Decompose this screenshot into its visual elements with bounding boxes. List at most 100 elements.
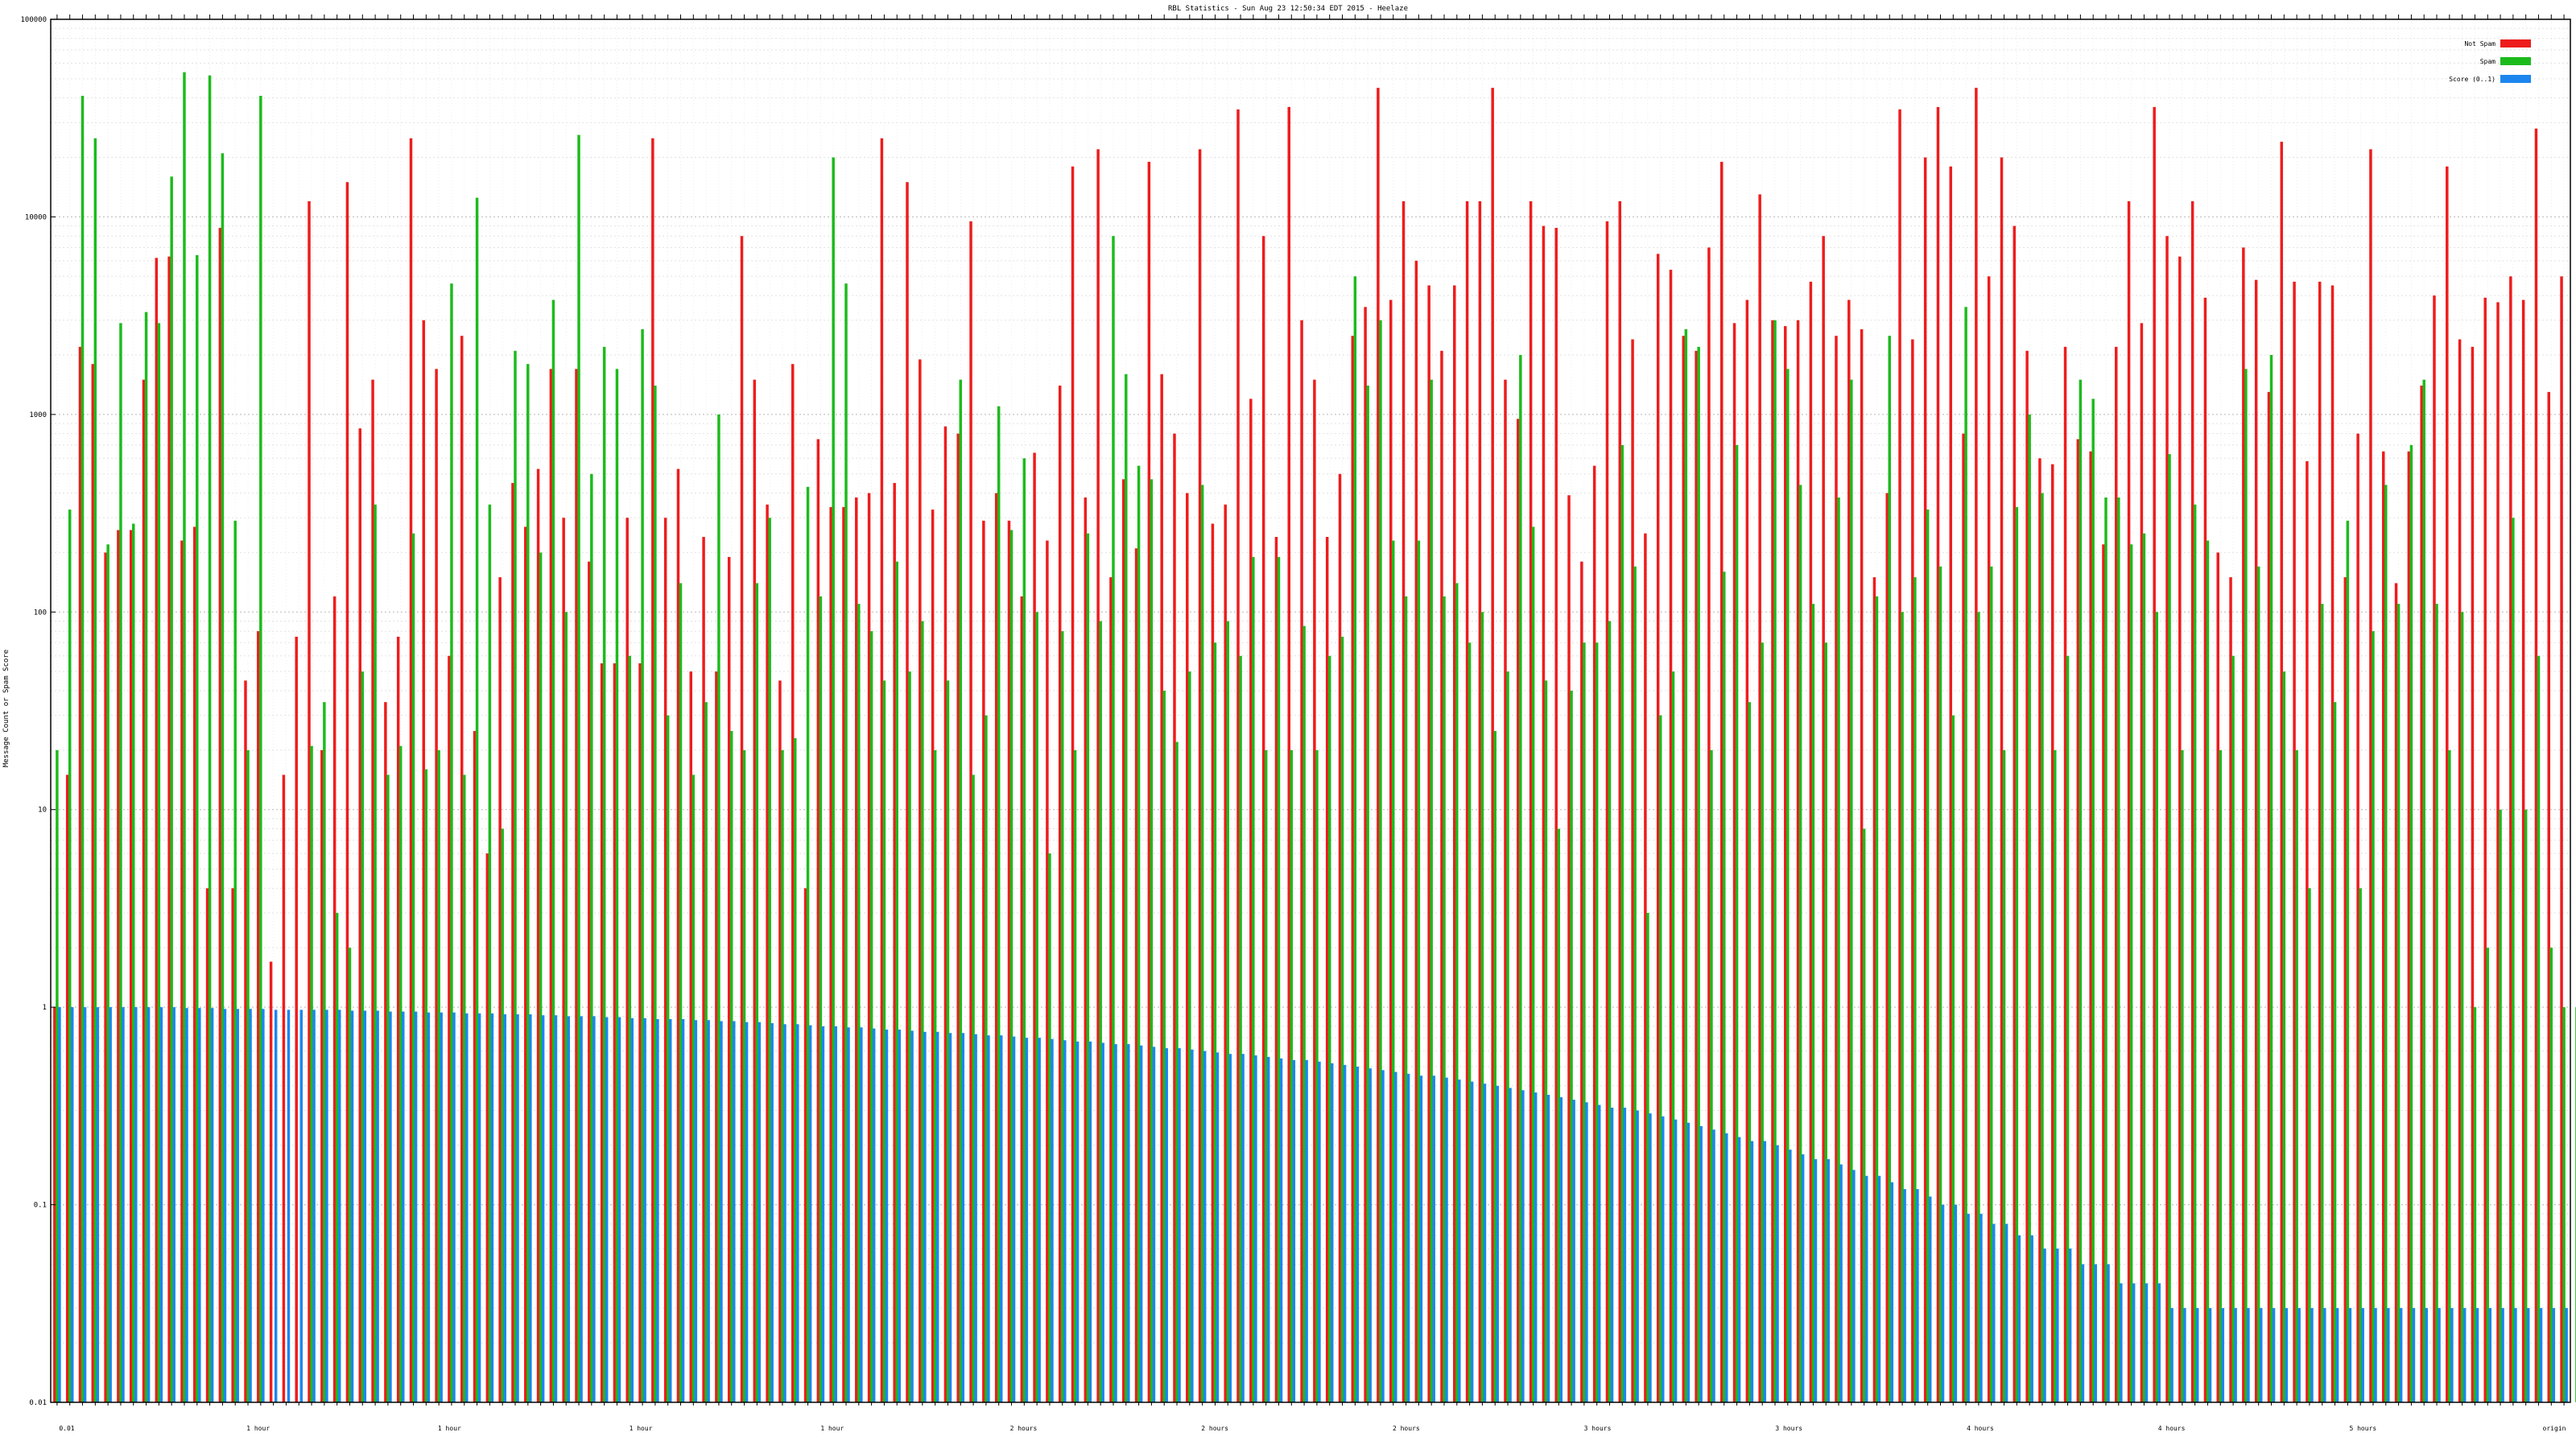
bar-spam bbox=[1392, 540, 1395, 1402]
bar-spam bbox=[501, 828, 504, 1402]
bar-not-spam bbox=[1872, 577, 1876, 1402]
bar-not-spam bbox=[320, 749, 324, 1402]
bar-spam bbox=[972, 774, 975, 1402]
bar-score bbox=[1432, 1075, 1435, 1402]
bar-score bbox=[2361, 1307, 2364, 1402]
chart-title: RBL Statistics - Sun Aug 23 12:50:34 EDT… bbox=[1168, 5, 1408, 13]
bar-spam bbox=[424, 769, 428, 1402]
bar-score bbox=[834, 1026, 837, 1402]
bar-score bbox=[796, 1024, 799, 1402]
bar-score bbox=[1725, 1133, 1728, 1402]
bar-spam bbox=[2256, 566, 2260, 1402]
bar-score bbox=[1305, 1059, 1308, 1402]
bar-score bbox=[1979, 1213, 1983, 1402]
bar-spam bbox=[2562, 1007, 2566, 1402]
bar-spam bbox=[1964, 307, 1967, 1403]
bar-score bbox=[1801, 1154, 1805, 1402]
bar-spam bbox=[679, 583, 683, 1402]
bar-spam bbox=[1290, 749, 1294, 1402]
bar-not-spam bbox=[1542, 225, 1546, 1402]
bar-score bbox=[1662, 1116, 1665, 1402]
bar-score bbox=[961, 1033, 965, 1402]
bar-score bbox=[630, 1018, 634, 1402]
grid-lines bbox=[51, 19, 2570, 1403]
bar-score bbox=[1954, 1204, 1958, 1402]
bar-score bbox=[1343, 1064, 1347, 1402]
bar-score bbox=[2348, 1307, 2352, 1402]
bar-spam bbox=[704, 702, 708, 1402]
bar-not-spam bbox=[1186, 493, 1189, 1402]
bar-not-spam bbox=[371, 379, 374, 1402]
bar-score bbox=[2539, 1307, 2543, 1402]
bar-not-spam bbox=[1364, 307, 1367, 1403]
bar-score bbox=[223, 1009, 227, 1402]
bar-spam bbox=[1112, 236, 1115, 1403]
bar-score bbox=[1292, 1059, 1296, 1402]
bar-not-spam bbox=[1071, 166, 1075, 1402]
bar-not-spam bbox=[1669, 270, 1673, 1402]
y-tick-label: 1 bbox=[43, 1004, 47, 1012]
bar-score bbox=[490, 1013, 494, 1402]
bar-not-spam bbox=[1987, 276, 1991, 1402]
bar-score bbox=[516, 1014, 519, 1402]
bar-score bbox=[1890, 1182, 1894, 1402]
x-tick-label: 5 hours bbox=[2349, 1425, 2376, 1432]
bar-not-spam bbox=[1898, 109, 1901, 1402]
bar-not-spam bbox=[1084, 497, 1088, 1402]
bar-not-spam bbox=[498, 577, 502, 1402]
bar-spam bbox=[1022, 458, 1026, 1402]
bar-score bbox=[2234, 1307, 2237, 1402]
bar-marks bbox=[53, 72, 2576, 1403]
bar-spam bbox=[1723, 572, 1726, 1403]
bar-not-spam bbox=[1605, 221, 1609, 1402]
bar-not-spam bbox=[906, 182, 909, 1403]
legend-swatch-spam bbox=[2500, 57, 2531, 65]
bar-not-spam bbox=[676, 469, 680, 1402]
bar-not-spam bbox=[1236, 109, 1240, 1402]
bar-not-spam bbox=[2000, 157, 2004, 1402]
bar-not-spam bbox=[2242, 247, 2245, 1403]
bar-not-spam bbox=[2547, 391, 2550, 1402]
bar-not-spam bbox=[1835, 336, 1838, 1403]
x-tick-label: 3 hours bbox=[1775, 1425, 1802, 1432]
bar-not-spam bbox=[625, 518, 629, 1403]
bar-score bbox=[1051, 1038, 1054, 1402]
bar-not-spam bbox=[244, 680, 247, 1402]
bar-not-spam bbox=[2038, 458, 2041, 1402]
bar-spam bbox=[2333, 702, 2337, 1402]
bar-not-spam bbox=[536, 469, 540, 1402]
bar-score bbox=[1228, 1054, 1232, 1402]
bar-spam bbox=[895, 561, 898, 1402]
bar-spam bbox=[641, 328, 644, 1402]
bar-score bbox=[1916, 1189, 1919, 1402]
bar-not-spam bbox=[2356, 433, 2359, 1402]
bar-score bbox=[2004, 1224, 2008, 1402]
bar-not-spam bbox=[994, 493, 998, 1402]
bar-score bbox=[1152, 1046, 1156, 1402]
bar-spam bbox=[93, 138, 97, 1402]
bar-not-spam bbox=[2267, 391, 2271, 1402]
legend-swatch-score bbox=[2500, 75, 2531, 83]
bar-spam bbox=[1073, 749, 1077, 1402]
bar-spam bbox=[2409, 444, 2413, 1402]
bar-spam bbox=[2142, 533, 2146, 1402]
bar-spam bbox=[514, 350, 517, 1402]
bar-score bbox=[2068, 1249, 2072, 1402]
bar-score bbox=[440, 1012, 443, 1402]
bar-spam bbox=[1009, 530, 1013, 1403]
bar-not-spam bbox=[1058, 385, 1062, 1402]
bar-spam bbox=[2308, 888, 2311, 1402]
bar-score bbox=[2450, 1307, 2454, 1402]
bar-spam bbox=[475, 197, 479, 1402]
bar-not-spam bbox=[2420, 385, 2423, 1402]
bar-score bbox=[185, 1008, 188, 1402]
bar-score bbox=[2475, 1307, 2479, 1402]
bar-not-spam bbox=[1389, 299, 1393, 1402]
bar-score bbox=[783, 1024, 786, 1402]
bar-not-spam bbox=[1351, 336, 1355, 1403]
bar-spam bbox=[56, 749, 59, 1402]
bar-not-spam bbox=[129, 530, 133, 1403]
bar-score bbox=[134, 1007, 138, 1402]
bar-spam bbox=[1315, 749, 1319, 1402]
bar-score bbox=[1139, 1045, 1143, 1402]
